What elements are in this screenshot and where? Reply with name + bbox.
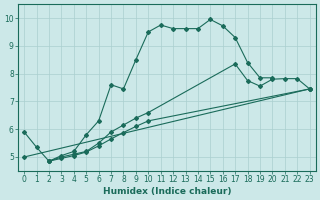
X-axis label: Humidex (Indice chaleur): Humidex (Indice chaleur) [103, 187, 231, 196]
